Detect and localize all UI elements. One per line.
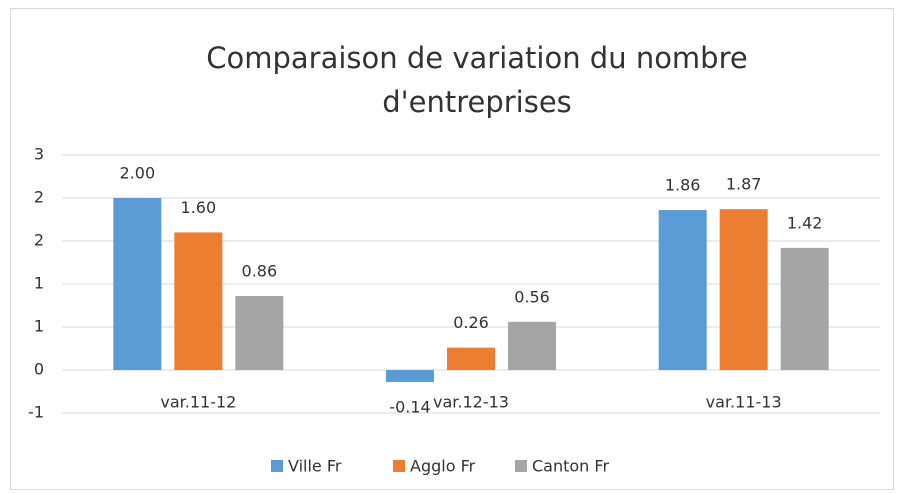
bar: [780, 247, 829, 370]
bar: [508, 321, 556, 370]
data-label: 0.56: [514, 287, 550, 306]
y-tick-label: -1: [28, 403, 44, 422]
y-tick-label: 2: [34, 231, 44, 250]
bar: [658, 210, 707, 370]
chart-frame: [10, 8, 894, 490]
data-label: -0.14: [389, 398, 430, 417]
data-label: 1.60: [181, 198, 217, 217]
bar: [386, 370, 434, 383]
data-label: 1.87: [726, 175, 762, 194]
legend-label: Agglo Fr: [410, 457, 476, 476]
data-label: 1.86: [665, 176, 701, 195]
y-tick-label: 1: [34, 274, 44, 293]
y-tick-label: 0: [34, 360, 44, 379]
y-tick-label: 2: [34, 188, 44, 207]
legend-swatch: [271, 460, 283, 472]
y-tick-label: 1: [34, 317, 44, 336]
bar: [174, 232, 223, 370]
data-label: 0.86: [242, 262, 278, 281]
y-tick-label: 3: [34, 145, 44, 164]
data-label: 0.26: [453, 313, 489, 332]
bar: [447, 347, 495, 370]
legend-swatch: [515, 460, 527, 472]
data-label: 2.00: [120, 164, 156, 183]
bar: [719, 209, 768, 370]
bar: [113, 198, 162, 370]
x-tick-label: var.12-13: [433, 393, 509, 412]
x-tick-label: var.11-12: [160, 393, 236, 412]
bar: [235, 296, 284, 370]
chart-title: Comparaison de variation du nombre d'ent…: [206, 41, 748, 119]
x-tick-label: var.11-13: [706, 393, 782, 412]
data-label: 1.42: [787, 213, 823, 232]
legend-label: Canton Fr: [532, 457, 609, 476]
legend-label: Ville Fr: [288, 457, 342, 476]
legend-swatch: [393, 460, 405, 472]
